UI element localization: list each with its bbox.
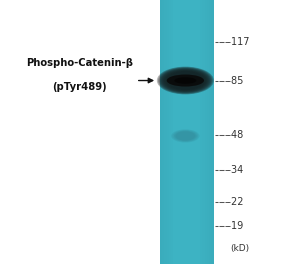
Ellipse shape xyxy=(159,68,212,93)
Ellipse shape xyxy=(171,129,200,143)
Bar xyxy=(162,0,164,264)
Bar xyxy=(207,0,209,264)
Ellipse shape xyxy=(161,69,209,92)
Bar xyxy=(200,0,202,264)
Bar xyxy=(211,0,214,264)
Text: (pTyr489): (pTyr489) xyxy=(52,82,107,92)
Bar xyxy=(167,0,169,264)
Bar xyxy=(169,0,171,264)
Bar xyxy=(205,0,207,264)
Ellipse shape xyxy=(157,67,214,95)
Bar xyxy=(160,0,214,264)
Bar xyxy=(171,0,173,264)
Text: (kD): (kD) xyxy=(231,244,250,253)
Ellipse shape xyxy=(175,131,195,141)
Text: --117: --117 xyxy=(225,37,250,47)
Text: --85: --85 xyxy=(225,76,244,86)
Ellipse shape xyxy=(167,74,204,87)
Ellipse shape xyxy=(165,70,206,91)
Ellipse shape xyxy=(158,67,213,94)
Bar xyxy=(160,0,162,264)
Ellipse shape xyxy=(174,77,196,84)
Text: --48: --48 xyxy=(225,130,244,140)
Ellipse shape xyxy=(160,68,211,93)
Ellipse shape xyxy=(162,69,208,92)
Text: Phospho-Catenin-β: Phospho-Catenin-β xyxy=(26,58,133,68)
Ellipse shape xyxy=(173,130,198,142)
Bar xyxy=(202,0,205,264)
Text: --22: --22 xyxy=(225,197,245,207)
Ellipse shape xyxy=(164,70,207,91)
Text: --34: --34 xyxy=(225,165,244,175)
Ellipse shape xyxy=(166,71,205,90)
Ellipse shape xyxy=(174,131,197,141)
Bar xyxy=(164,0,167,264)
Text: --19: --19 xyxy=(225,221,244,231)
Bar xyxy=(209,0,211,264)
